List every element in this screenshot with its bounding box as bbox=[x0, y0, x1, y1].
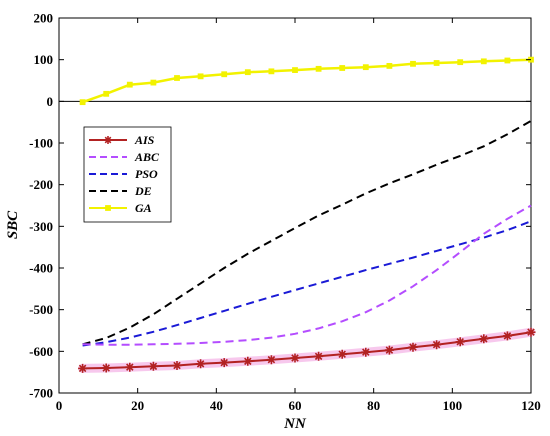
marker-ga bbox=[433, 60, 440, 66]
x-tick-label: 60 bbox=[289, 398, 302, 413]
marker-ga bbox=[339, 65, 346, 71]
marker-ga bbox=[292, 67, 298, 73]
marker-ais bbox=[196, 359, 206, 369]
series-abc bbox=[82, 204, 532, 346]
legend-item-pso: PSO bbox=[89, 167, 158, 181]
series-ais bbox=[78, 327, 536, 373]
series-line-abc bbox=[82, 204, 532, 346]
marker-ais bbox=[172, 361, 182, 370]
marker-ais bbox=[125, 362, 135, 372]
x-axis-title: NN bbox=[283, 416, 307, 432]
marker-ga bbox=[150, 79, 157, 86]
marker-ais bbox=[361, 347, 371, 357]
legend-box bbox=[83, 126, 172, 223]
marker-ga bbox=[504, 57, 511, 64]
marker-ga bbox=[244, 69, 251, 76]
marker-ga bbox=[386, 63, 393, 69]
marker-ais bbox=[432, 340, 442, 350]
legend-label: DE bbox=[134, 184, 152, 198]
marker-ais bbox=[266, 355, 276, 365]
y-tick-label: 0 bbox=[47, 94, 54, 109]
marker-ga bbox=[105, 205, 111, 211]
marker-ais bbox=[314, 351, 324, 361]
legend-label: ABC bbox=[134, 150, 160, 164]
marker-ga bbox=[457, 59, 464, 66]
marker-ais bbox=[384, 345, 394, 355]
legend-item-ais: AIS bbox=[89, 133, 155, 147]
y-tick-label: -400 bbox=[29, 261, 53, 276]
legend: AIS ABC PSO DE GA bbox=[83, 126, 172, 223]
x-tick-label: 40 bbox=[210, 398, 223, 413]
series-ga bbox=[79, 56, 534, 106]
y-tick-label: 100 bbox=[34, 52, 54, 67]
marker-ais bbox=[148, 361, 158, 371]
marker-ga bbox=[126, 81, 133, 88]
y-tick-label: -700 bbox=[29, 386, 53, 401]
y-tick-label: -300 bbox=[29, 219, 53, 234]
marker-ga bbox=[410, 60, 416, 67]
x-tick-label: 80 bbox=[367, 398, 380, 413]
marker-ais bbox=[455, 337, 465, 347]
marker-ga bbox=[480, 58, 487, 65]
marker-ais bbox=[337, 349, 347, 359]
series-line-ga bbox=[82, 58, 532, 104]
marker-ais bbox=[290, 353, 300, 363]
marker-ga bbox=[221, 71, 228, 78]
marker-ga bbox=[197, 73, 204, 80]
marker-ais bbox=[243, 356, 253, 366]
legend-item-ga: GA bbox=[89, 201, 152, 215]
x-tick-label: 120 bbox=[521, 398, 541, 413]
y-tick-label: 200 bbox=[34, 11, 54, 26]
series-group bbox=[78, 56, 536, 373]
legend-label: GA bbox=[135, 201, 152, 215]
series-de bbox=[82, 120, 532, 346]
y-tick-label: -500 bbox=[29, 302, 53, 317]
x-tick-label: 20 bbox=[131, 398, 144, 413]
marker-ais bbox=[104, 136, 112, 144]
marker-ga bbox=[268, 68, 275, 75]
legend-label: PSO bbox=[135, 167, 158, 181]
y-tick-label: -100 bbox=[29, 136, 53, 151]
legend-item-abc: ABC bbox=[89, 150, 160, 164]
y-axis-title: SBC bbox=[5, 210, 21, 239]
marker-ais bbox=[408, 342, 418, 352]
legend-item-de: DE bbox=[89, 184, 152, 198]
marker-ga bbox=[174, 75, 180, 81]
marker-ais bbox=[78, 363, 88, 373]
marker-ais bbox=[219, 358, 229, 368]
series-line-de bbox=[82, 120, 532, 346]
marker-ais bbox=[101, 363, 111, 373]
x-tick-label: 100 bbox=[443, 398, 463, 413]
marker-ais bbox=[526, 327, 536, 337]
marker-ga bbox=[79, 99, 86, 106]
y-tick-label: -200 bbox=[29, 177, 53, 192]
axes: 0 20 40 60 80 100 120 -700 -600 -500 -400 -300 -200 -… bbox=[29, 11, 541, 414]
marker-ais bbox=[479, 334, 489, 344]
marker-ga bbox=[362, 64, 369, 71]
x-tick-label: 0 bbox=[56, 398, 63, 413]
y-tick-label: -600 bbox=[29, 344, 53, 359]
marker-ais bbox=[502, 331, 512, 341]
marker-ga bbox=[103, 90, 110, 97]
marker-ga bbox=[315, 65, 322, 72]
legend-label: AIS bbox=[134, 133, 155, 147]
